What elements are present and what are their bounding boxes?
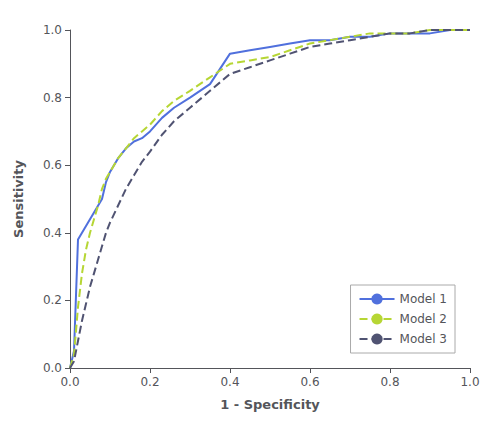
svg-text:0.8: 0.8 [43,91,62,105]
svg-text:0.6: 0.6 [43,158,62,172]
svg-text:0.8: 0.8 [380,375,399,389]
svg-text:Model 2: Model 2 [400,312,447,326]
svg-text:0.4: 0.4 [220,375,239,389]
svg-text:Model 1: Model 1 [400,292,447,306]
svg-text:Model 3: Model 3 [400,332,447,346]
svg-text:1 - Specificity: 1 - Specificity [220,397,320,412]
svg-text:1.0: 1.0 [43,23,62,37]
svg-text:Sensitivity: Sensitivity [11,160,26,238]
svg-text:0.2: 0.2 [140,375,159,389]
svg-text:1.0: 1.0 [460,375,479,389]
svg-text:0.0: 0.0 [60,375,79,389]
svg-text:0.4: 0.4 [43,226,62,240]
svg-text:0.0: 0.0 [43,361,62,375]
svg-text:0.6: 0.6 [300,375,319,389]
svg-text:0.2: 0.2 [43,293,62,307]
